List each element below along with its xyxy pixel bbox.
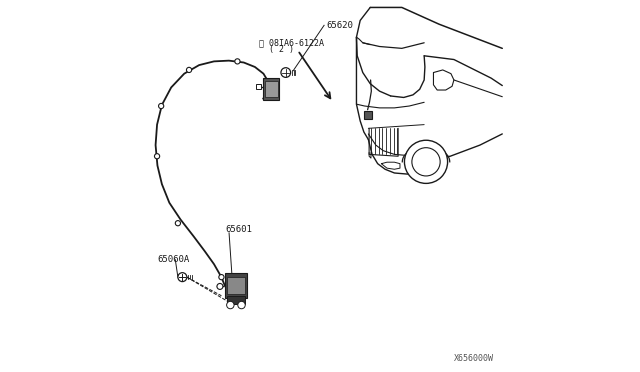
Circle shape xyxy=(227,301,234,309)
Circle shape xyxy=(219,275,224,280)
Circle shape xyxy=(178,273,187,282)
FancyBboxPatch shape xyxy=(225,273,247,298)
FancyBboxPatch shape xyxy=(265,81,278,97)
Circle shape xyxy=(235,59,240,64)
FancyBboxPatch shape xyxy=(257,84,261,89)
Circle shape xyxy=(412,148,440,176)
Text: Ⓑ 08IA6-6122A: Ⓑ 08IA6-6122A xyxy=(259,38,324,47)
Text: 65601: 65601 xyxy=(225,225,252,234)
Text: X656000W: X656000W xyxy=(454,354,494,363)
FancyBboxPatch shape xyxy=(227,277,245,294)
Circle shape xyxy=(281,68,291,77)
Circle shape xyxy=(217,283,223,289)
Text: 65620: 65620 xyxy=(326,21,353,30)
FancyBboxPatch shape xyxy=(364,111,372,119)
Circle shape xyxy=(186,67,191,73)
FancyBboxPatch shape xyxy=(263,78,280,100)
Circle shape xyxy=(238,301,245,309)
Circle shape xyxy=(175,221,180,226)
Circle shape xyxy=(159,103,164,109)
Circle shape xyxy=(154,154,159,159)
Circle shape xyxy=(404,140,447,183)
FancyBboxPatch shape xyxy=(227,296,245,304)
Text: ( 2 ): ( 2 ) xyxy=(269,45,294,54)
Text: 65060A: 65060A xyxy=(157,255,189,264)
